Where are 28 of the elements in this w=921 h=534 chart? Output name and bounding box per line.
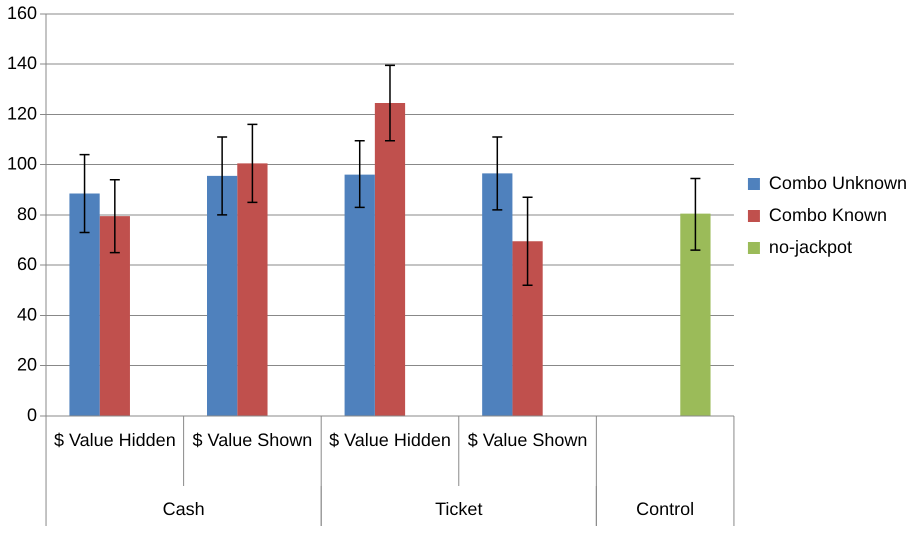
bar: [69, 194, 100, 416]
bar: [512, 241, 543, 416]
bar: [482, 173, 512, 416]
y-tick-label: 80: [17, 204, 38, 224]
text: Ticket: [435, 498, 482, 519]
y-tick-label: 120: [6, 103, 38, 124]
x-tick-label: $ Value Hidden: [54, 430, 176, 450]
bar: [374, 103, 406, 416]
bar: [100, 216, 130, 416]
bar: [680, 214, 711, 416]
legend-label: Combo Known: [768, 204, 888, 225]
y-tick-label: 20: [17, 354, 38, 375]
y-tick-label: 40: [17, 304, 38, 324]
x-tick-label: $ Value Hidden: [329, 430, 451, 450]
y-tick-label: 160: [6, 2, 38, 23]
text: Control: [636, 498, 694, 519]
legend-label: no-jackpot: [768, 236, 852, 257]
y-tick-label: 60: [17, 254, 38, 274]
legend-label: Combo Unknown: [768, 172, 908, 193]
bar: [344, 174, 375, 416]
text: Cash: [162, 498, 205, 519]
y-tick-label: 100: [6, 154, 38, 174]
x-tick-label: $ Value Shown: [468, 430, 588, 450]
y-tick-label: 140: [6, 53, 38, 74]
x-tick-label: $ Value Shown: [192, 430, 312, 450]
bar: [207, 176, 238, 416]
bar: [237, 163, 268, 416]
y-tick-label: 0: [27, 404, 38, 425]
